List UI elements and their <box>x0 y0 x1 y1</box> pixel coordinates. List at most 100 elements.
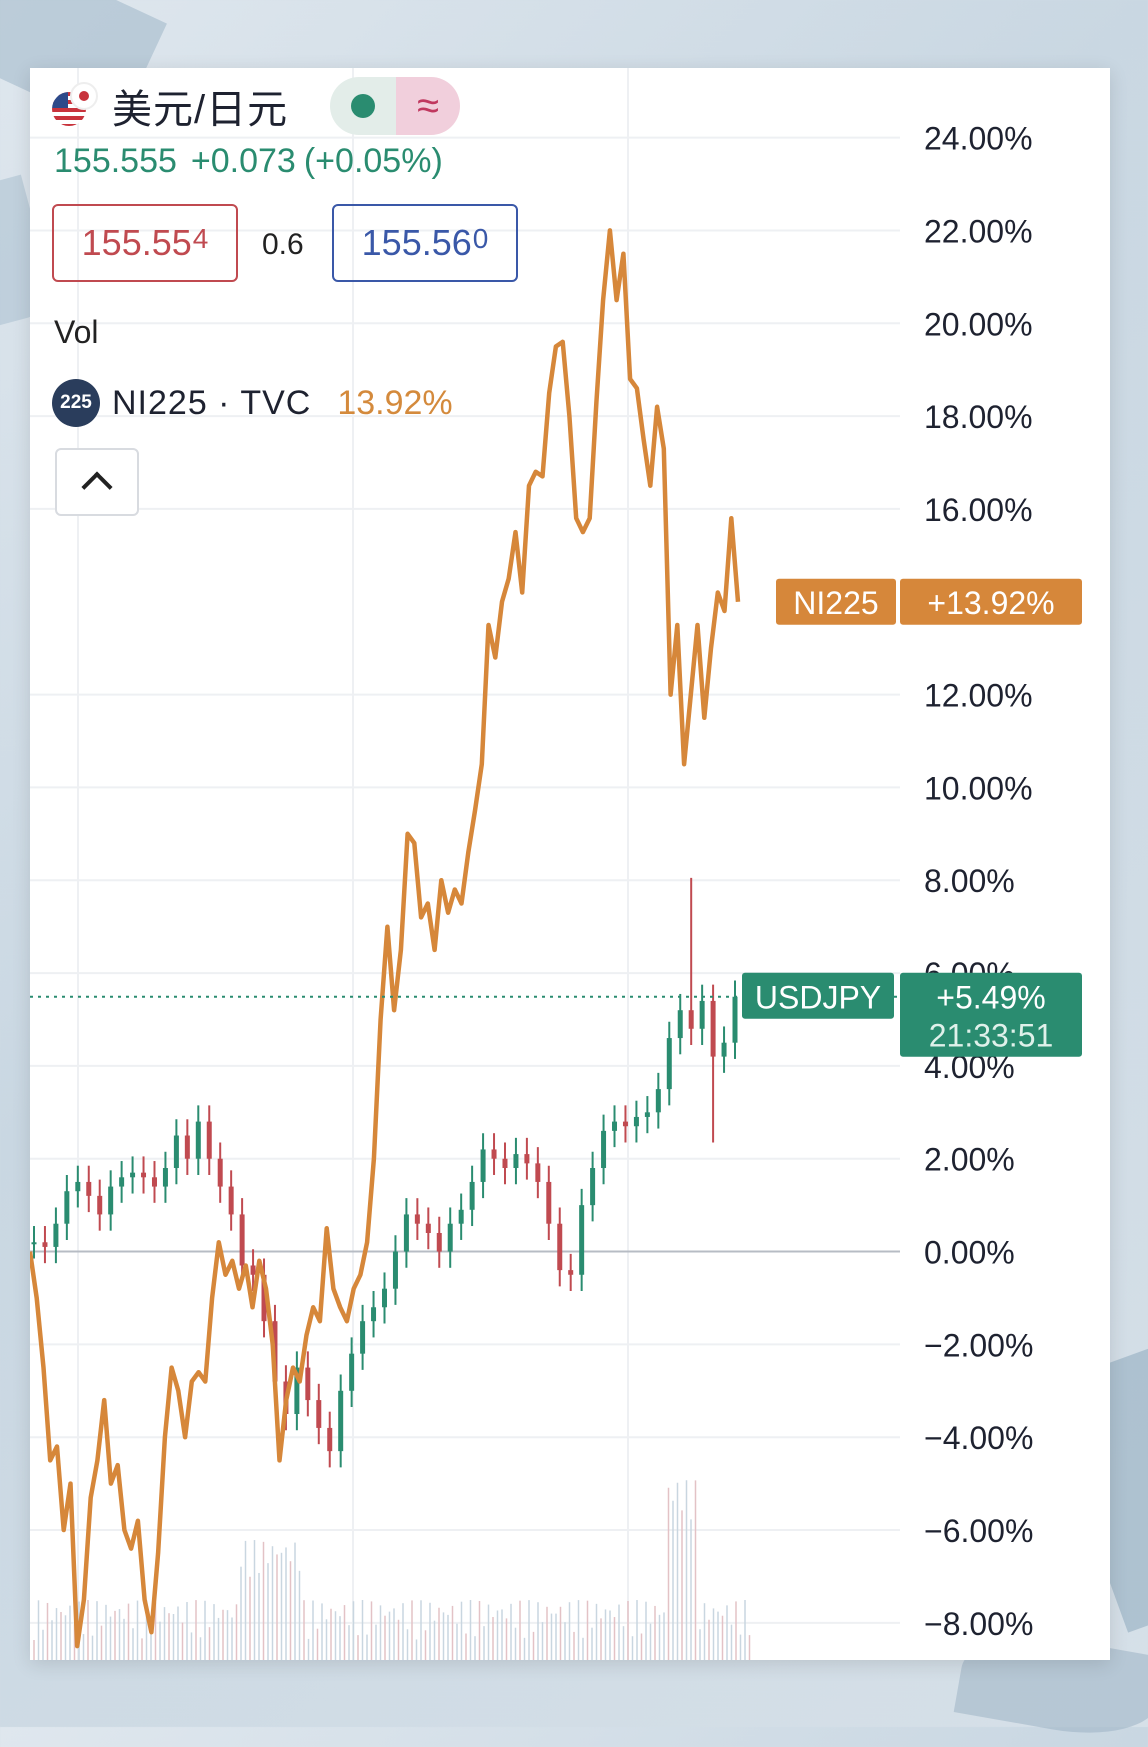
vol-indicator-label[interactable]: Vol <box>54 314 99 350</box>
ni225-name-label: NI225 <box>793 585 878 621</box>
usdjpy-candle <box>568 1270 574 1275</box>
usdjpy-candle <box>480 1149 486 1182</box>
usdjpy-candle <box>590 1168 596 1206</box>
usdjpy-candle <box>677 1010 683 1039</box>
usdjpy-candle <box>633 1116 639 1127</box>
volume-bars <box>33 1480 751 1660</box>
usdjpy-candle <box>403 1214 409 1252</box>
usdjpy-candle <box>327 1427 333 1452</box>
chevron-up-icon <box>81 471 113 503</box>
market-open-icon <box>330 77 397 135</box>
bid-price: 155.55 <box>81 222 192 263</box>
usdjpy-candle <box>425 1223 431 1233</box>
usdjpy-candle <box>579 1205 585 1275</box>
usdjpy-candle <box>162 1168 168 1187</box>
compare-value: 13.92% <box>337 383 453 422</box>
price-change-pct: (+0.05%) <box>303 142 443 180</box>
usdjpy-candle <box>75 1181 81 1192</box>
usdjpy-candle <box>195 1121 201 1159</box>
y-tick-label: 8.00% <box>924 863 1015 899</box>
usdjpy-candle <box>688 1010 694 1029</box>
usdjpy-candle <box>382 1288 387 1308</box>
usdjpy-candle <box>371 1307 377 1322</box>
chart-area[interactable]: 24.00% 22.00% 20.00% 18.00% 16.00% 12.00% 10.0… <box>30 68 1110 1660</box>
ni225-badge-icon: 225 <box>52 379 100 427</box>
y-tick-label: 24.00% <box>924 121 1033 157</box>
usdjpy-candle <box>447 1223 453 1252</box>
y-tick-label: −6.00% <box>924 1513 1033 1549</box>
usdjpy-candle <box>151 1177 157 1187</box>
y-tick-label: 10.00% <box>924 770 1033 806</box>
usdjpy-candle <box>699 1000 705 1029</box>
y-tick-label: −8.00% <box>924 1606 1033 1642</box>
symbol-title[interactable]: 美元/日元 <box>112 88 289 132</box>
ni225-last-value-label: +13.92% <box>927 585 1054 621</box>
y-tick-label: 0.00% <box>924 1235 1015 1271</box>
chart-card: 24.00% 22.00% 20.00% 18.00% 16.00% 12.00% 10.0… <box>30 68 1110 1660</box>
usdjpy-candle <box>502 1158 508 1169</box>
usdjpy-candle <box>294 1367 300 1415</box>
bid-price-last-digit: 4 <box>192 223 209 254</box>
usdjpy-candle <box>316 1400 322 1428</box>
usdjpy-candle <box>141 1172 147 1178</box>
y-tick-label: −4.00% <box>924 1420 1033 1456</box>
market-status-pill[interactable]: ≈ <box>330 77 461 135</box>
usdjpy-countdown-label: 21:33:51 <box>929 1018 1054 1054</box>
usdjpy-candle <box>217 1158 223 1187</box>
usdjpy-candle <box>392 1251 398 1289</box>
usdjpy-candle <box>622 1121 628 1127</box>
last-price: 155.555 <box>54 142 177 180</box>
ask-price-last-digit: 0 <box>472 223 489 254</box>
usdjpy-candle <box>206 1121 212 1159</box>
usdjpy-last-value-tag <box>900 972 1082 1057</box>
buy-button[interactable]: 155.56 0 <box>332 204 518 282</box>
y-tick-label: 22.00% <box>924 213 1033 249</box>
collapse-legend-button[interactable] <box>55 448 139 516</box>
spread: 0.6 <box>262 228 304 261</box>
usdjpy-candle <box>732 996 738 1043</box>
usdjpy-candle <box>655 1089 661 1113</box>
usdjpy-candle <box>173 1135 179 1169</box>
usdjpy-candle <box>513 1154 519 1169</box>
usdjpy-candle <box>469 1181 475 1210</box>
usdjpy-name-tag <box>742 972 894 1019</box>
usdjpy-candle <box>338 1390 344 1452</box>
approx-icon: ≈ <box>396 77 461 135</box>
ni225-name-tag <box>776 578 896 625</box>
ni225-last-value-tag <box>900 578 1082 625</box>
usdjpy-candle <box>644 1112 650 1117</box>
usdjpy-candle <box>612 1121 618 1131</box>
usd-jpy-flag-icon <box>52 82 100 130</box>
usdjpy-candle <box>557 1223 563 1271</box>
usdjpy-name-label: USDJPY <box>755 980 881 1016</box>
usdjpy-candle <box>458 1209 464 1224</box>
usdjpy-candle <box>666 1038 672 1090</box>
sell-button[interactable]: 155.55 4 <box>52 204 238 282</box>
y-tick-label: −2.00% <box>924 1327 1033 1363</box>
usdjpy-candle <box>250 1265 256 1275</box>
usdjpy-candle <box>349 1353 355 1391</box>
usdjpy-candle <box>491 1149 497 1159</box>
usdjpy-candle <box>53 1223 59 1247</box>
usdjpy-candle <box>184 1135 190 1159</box>
usdjpy-candle <box>261 1274 267 1322</box>
usdjpy-candle <box>97 1195 103 1215</box>
y-tick-label: 18.00% <box>924 399 1033 435</box>
compare-symbol-legend[interactable]: 225 NI225 · TVC 13.92% <box>52 378 453 428</box>
usdjpy-candle <box>228 1186 234 1215</box>
usdjpy-candle <box>524 1154 530 1164</box>
usdjpy-candles <box>31 877 738 1468</box>
usdjpy-candle <box>119 1177 125 1187</box>
y-tick-label: 20.00% <box>924 306 1033 342</box>
usdjpy-candle <box>239 1214 245 1266</box>
usdjpy-last-value-label: +5.49% <box>936 980 1045 1016</box>
y-tick-label: 2.00% <box>924 1142 1015 1178</box>
usdjpy-candle <box>360 1321 366 1354</box>
usdjpy-candle <box>130 1172 136 1178</box>
usdjpy-candle <box>710 1000 716 1057</box>
usdjpy-candle <box>108 1186 114 1215</box>
usdjpy-candle <box>721 1042 727 1057</box>
usdjpy-candle <box>546 1181 552 1224</box>
usdjpy-candle <box>64 1191 70 1224</box>
usdjpy-candle <box>305 1367 311 1401</box>
